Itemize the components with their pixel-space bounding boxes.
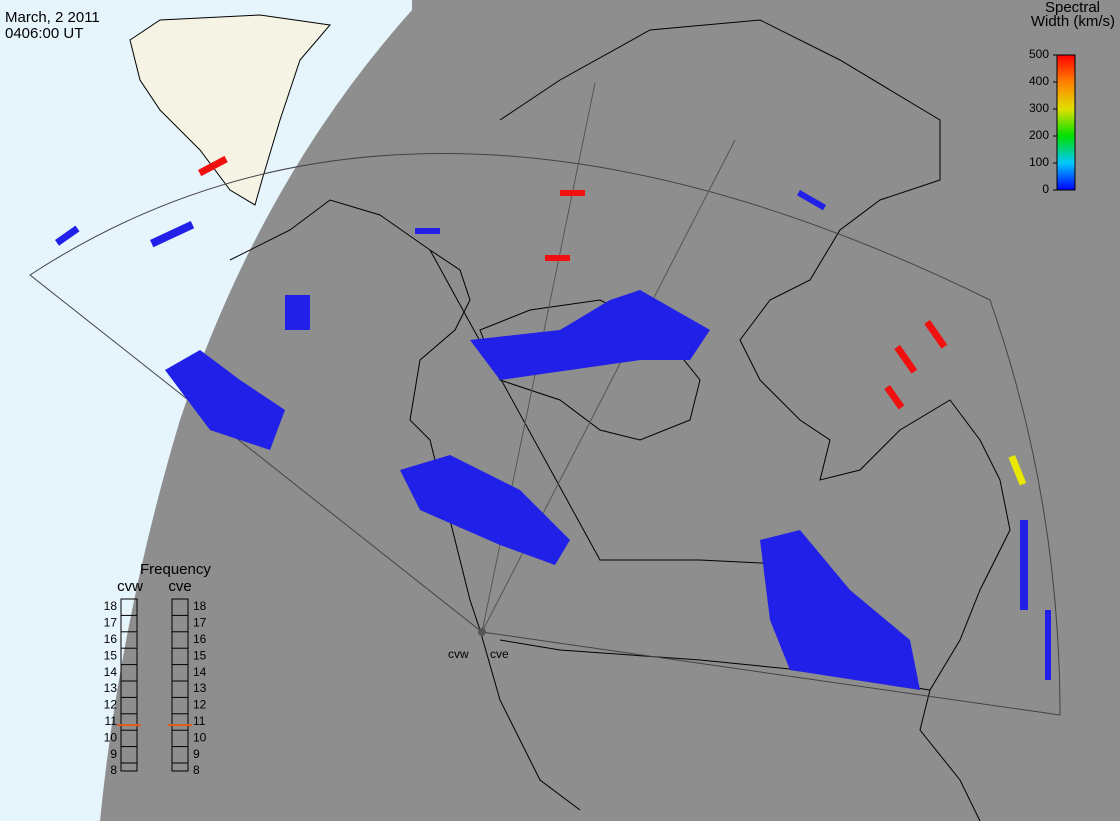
freq-tick-label: 17 xyxy=(193,616,207,630)
freq-tick-label: 16 xyxy=(104,632,118,646)
freq-tick-label: 11 xyxy=(193,714,206,728)
freq-tick-label: 10 xyxy=(193,730,207,744)
frequency-title: Frequency xyxy=(140,561,211,578)
freq-tick-label: 9 xyxy=(193,747,200,761)
colorbar xyxy=(1056,54,1076,191)
radar-site xyxy=(478,628,486,636)
freq-tick-label: 8 xyxy=(110,763,117,777)
freq-tick-label: 13 xyxy=(104,681,118,695)
alaska-land xyxy=(129,14,331,206)
time: 0406:00 UT xyxy=(5,25,83,42)
freq-tick-label: 16 xyxy=(193,632,207,646)
day-area xyxy=(0,0,412,821)
colorbar-tick-label: 300 xyxy=(1029,101,1049,115)
freq-tick-label: 17 xyxy=(104,616,118,630)
freq-tick-label: 18 xyxy=(193,599,207,613)
colorbar-tick-label: 200 xyxy=(1029,128,1049,142)
freq-tick-label: 14 xyxy=(104,665,118,679)
colorbar-title: Spectral xyxy=(1045,0,1100,16)
freq-tick-label: 18 xyxy=(104,599,118,613)
freq-tick-label: 12 xyxy=(104,698,118,712)
freq-tick-label: 8 xyxy=(193,763,200,777)
radar-label: cve xyxy=(490,647,509,661)
freq-tick-label: 9 xyxy=(110,747,117,761)
freq-tick-label: 11 xyxy=(105,714,118,728)
freq-radar-name: cvw xyxy=(117,578,143,595)
colorbar-tick-label: 500 xyxy=(1029,47,1049,61)
echo-cells xyxy=(55,155,1051,690)
freq-tick-label: 15 xyxy=(193,648,207,662)
freq-tick-label: 12 xyxy=(193,698,207,712)
radar-label: cvw xyxy=(448,647,469,661)
date: March, 2 2011 xyxy=(5,9,100,26)
coastlines xyxy=(229,19,1011,821)
colorbar-tick-label: 100 xyxy=(1029,155,1049,169)
colorbar-tick-label: 0 xyxy=(1042,182,1049,196)
freq-radar-name: cve xyxy=(168,578,191,595)
freq-tick-label: 14 xyxy=(193,665,207,679)
colorbar-title: Width (km/s) xyxy=(1031,13,1115,30)
freq-tick-label: 13 xyxy=(193,681,207,695)
radar-fov xyxy=(29,152,1061,716)
freq-tick-label: 10 xyxy=(104,730,118,744)
freq-tick-label: 15 xyxy=(104,648,118,662)
colorbar-tick-label: 400 xyxy=(1029,74,1049,88)
